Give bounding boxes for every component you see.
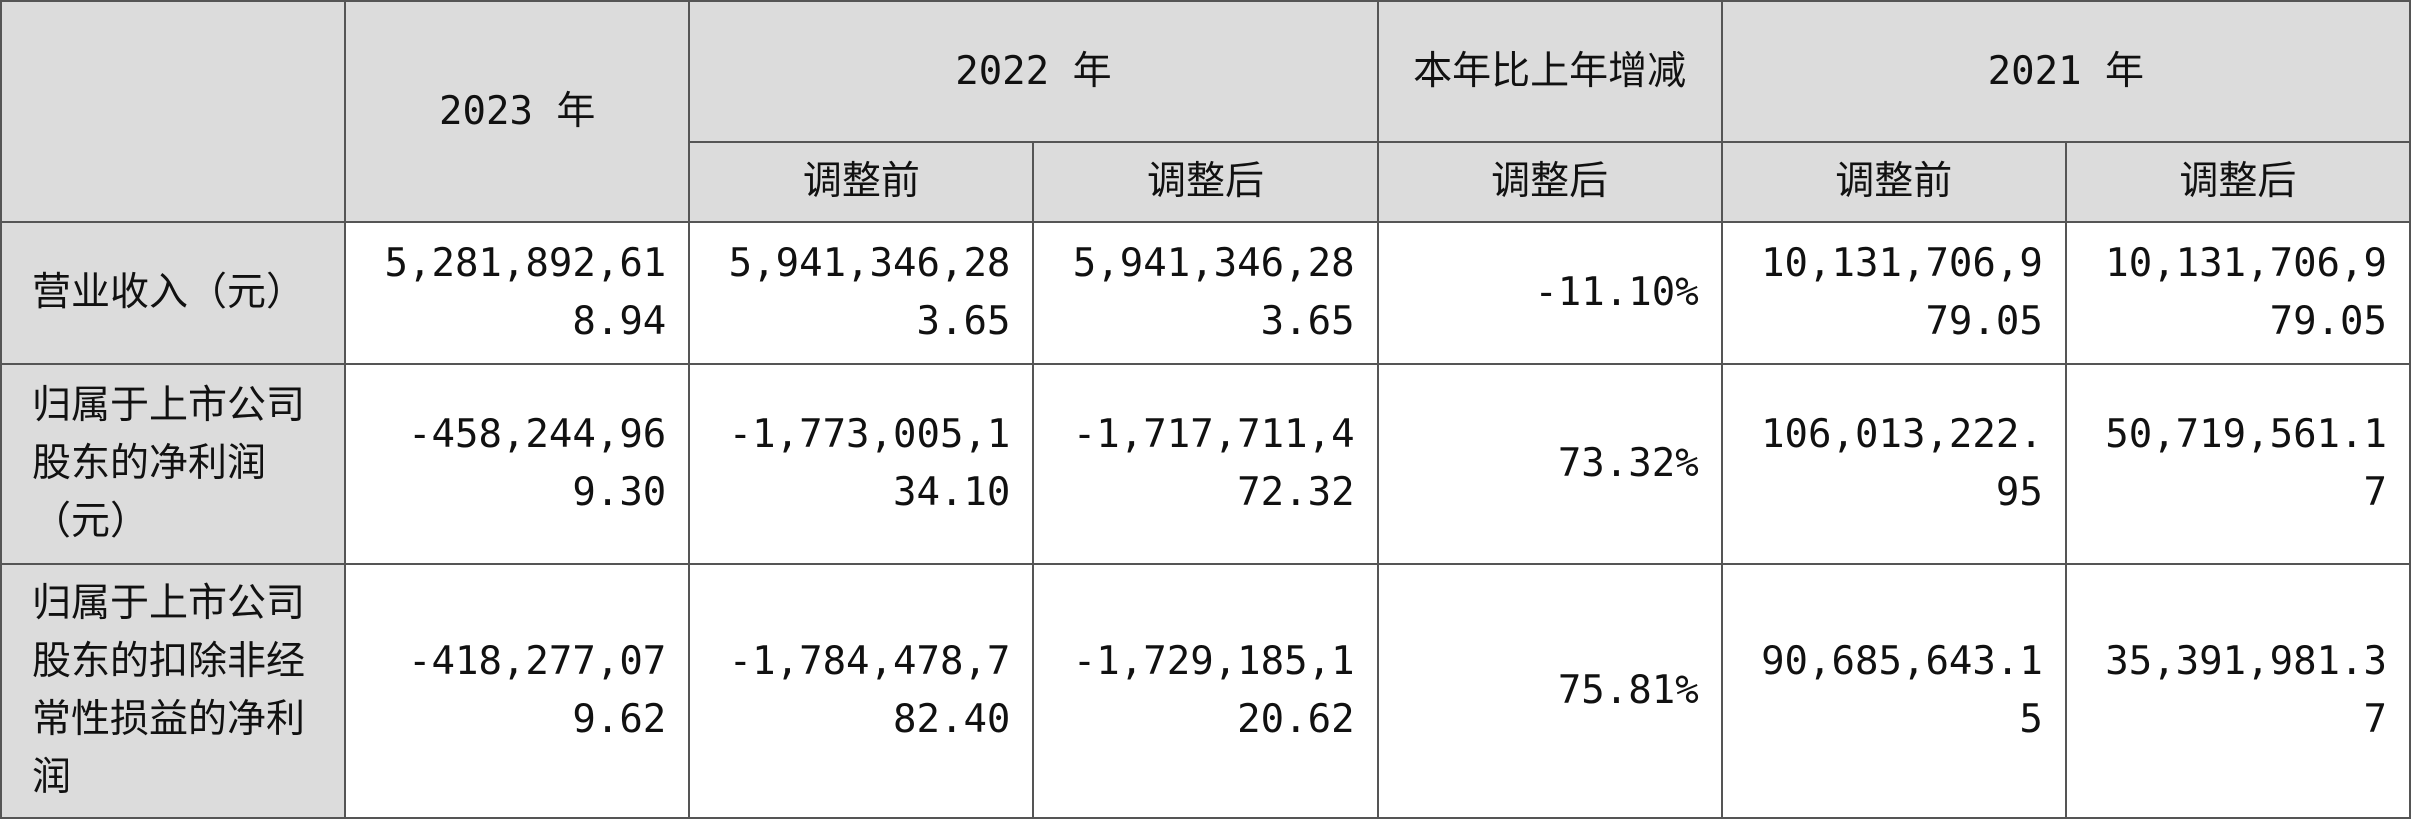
value-cell: 5,941,346,283.65 — [688, 221, 1035, 365]
value-cell: 73.32% — [1376, 363, 1723, 565]
value-cell: 90,685,643.15 — [1720, 563, 2067, 819]
value-cell: 75.81% — [1376, 563, 1723, 819]
table-body: 营业收入（元） 5,281,892,618.94 5,941,346,283.65 5… — [0, 221, 2411, 819]
subheader-row: 调整前 调整后 调整后 调整前 调整后 — [1, 141, 2411, 223]
value-cell: -418,277,079.62 — [344, 563, 691, 819]
value-cell: -1,717,711,472.32 — [1032, 363, 1379, 565]
table-row: 归属于上市公司股东的扣除非经常性损益的净利润 -418,277,079.62 -1,… — [0, 563, 2411, 819]
subheader-cell: 调整后 — [1376, 141, 1723, 223]
subheader-cell: 调整后 — [1032, 141, 1379, 223]
value-cell: 5,941,346,283.65 — [1032, 221, 1379, 365]
value-cell: 10,131,706,979.05 — [2064, 221, 2411, 365]
header-cell: 2023 年 — [344, 0, 691, 223]
value-cell: 50,719,561.17 — [2064, 363, 2411, 565]
table-row: 归属于上市公司股东的净利润（元） -458,244,969.30 -1,773,00… — [0, 363, 2411, 565]
subheader-cell: 调整前 — [688, 141, 1035, 223]
corner-cell — [0, 0, 347, 223]
header-row: 2023 年 2022 年 本年比上年增减 2021 年 — [0, 0, 2411, 223]
table-row: 营业收入（元） 5,281,892,618.94 5,941,346,283.65 5… — [0, 221, 2411, 365]
value-cell: 5,281,892,618.94 — [344, 221, 691, 365]
value-cell: -11.10% — [1376, 221, 1723, 365]
value-cell: 10,131,706,979.05 — [1720, 221, 2067, 365]
header-cell: 2021 年 — [1720, 0, 2411, 143]
row-label: 营业收入（元） — [0, 221, 347, 365]
value-cell: -1,773,005,134.10 — [688, 363, 1035, 565]
value-cell: -1,729,185,120.62 — [1032, 563, 1379, 819]
subheader-cell: 调整后 — [2064, 141, 2411, 223]
value-cell: 35,391,981.37 — [2064, 563, 2411, 819]
header-cell: 本年比上年增减 — [1376, 0, 1723, 143]
value-cell: -1,784,478,782.40 — [688, 563, 1035, 819]
value-cell: -458,244,969.30 — [344, 363, 691, 565]
row-label: 归属于上市公司股东的扣除非经常性损益的净利润 — [0, 563, 347, 819]
value-cell: 106,013,222.95 — [1720, 363, 2067, 565]
subheader-cell: 调整前 — [1720, 141, 2067, 223]
row-label: 归属于上市公司股东的净利润（元） — [0, 363, 347, 565]
header-cell: 2022 年 — [688, 0, 1379, 143]
